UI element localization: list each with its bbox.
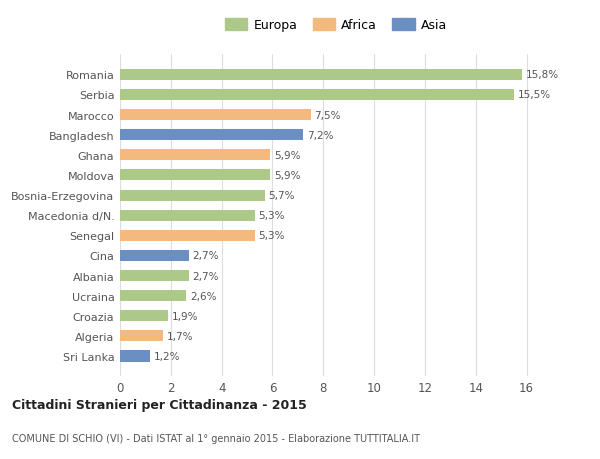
Legend: Europa, Africa, Asia: Europa, Africa, Asia — [221, 15, 451, 36]
Bar — [120, 70, 521, 81]
Text: 2,7%: 2,7% — [193, 251, 219, 261]
Text: 1,7%: 1,7% — [167, 331, 194, 341]
Text: 2,6%: 2,6% — [190, 291, 217, 301]
Bar — [120, 150, 270, 161]
Text: 1,2%: 1,2% — [154, 351, 181, 361]
Bar — [120, 90, 514, 101]
Text: 15,8%: 15,8% — [526, 70, 559, 80]
Bar — [120, 110, 311, 121]
Text: 2,7%: 2,7% — [193, 271, 219, 281]
Bar — [120, 311, 168, 322]
Text: 1,9%: 1,9% — [172, 311, 199, 321]
Bar — [120, 330, 163, 341]
Bar — [120, 250, 188, 262]
Bar — [120, 170, 270, 181]
Text: COMUNE DI SCHIO (VI) - Dati ISTAT al 1° gennaio 2015 - Elaborazione TUTTITALIA.I: COMUNE DI SCHIO (VI) - Dati ISTAT al 1° … — [12, 433, 420, 442]
Bar — [120, 190, 265, 201]
Text: 7,5%: 7,5% — [314, 110, 341, 120]
Text: 5,3%: 5,3% — [259, 211, 285, 221]
Text: 5,9%: 5,9% — [274, 151, 300, 161]
Text: 5,3%: 5,3% — [259, 231, 285, 241]
Bar — [120, 210, 254, 221]
Bar — [120, 291, 186, 302]
Text: 5,7%: 5,7% — [269, 190, 295, 201]
Text: 5,9%: 5,9% — [274, 171, 300, 180]
Text: 7,2%: 7,2% — [307, 130, 333, 140]
Bar — [120, 130, 303, 141]
Bar — [120, 270, 188, 281]
Text: 15,5%: 15,5% — [518, 90, 551, 100]
Bar — [120, 351, 151, 362]
Text: Cittadini Stranieri per Cittadinanza - 2015: Cittadini Stranieri per Cittadinanza - 2… — [12, 398, 307, 412]
Bar — [120, 230, 254, 241]
